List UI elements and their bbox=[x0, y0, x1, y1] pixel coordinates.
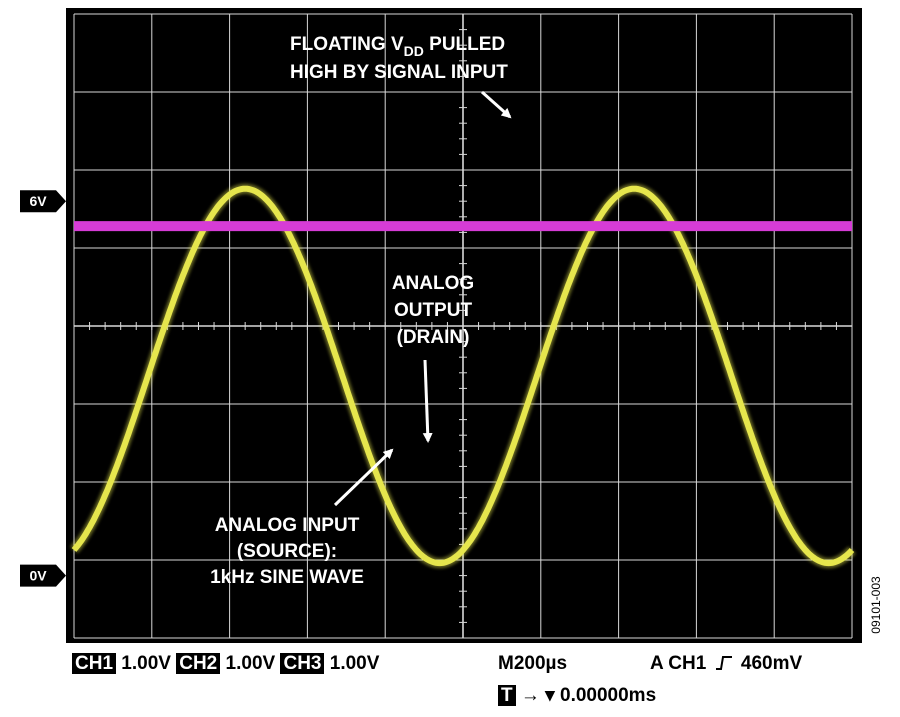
ch2-scale: 1.00V bbox=[225, 653, 276, 674]
output-line3: (DRAIN) bbox=[397, 327, 470, 348]
ch2-tag: CH2 bbox=[176, 653, 221, 674]
output-annotation: ANALOG OUTPUT (DRAIN) bbox=[392, 273, 474, 443]
input-line1: ANALOG INPUT bbox=[215, 515, 360, 536]
floating-arrow bbox=[481, 90, 512, 119]
level-marker: 0V bbox=[20, 564, 66, 587]
input-annotation: ANALOG INPUT (SOURCE): 1kHz SINE WAVE bbox=[210, 448, 394, 588]
figure-id-text: 09101-003 bbox=[869, 576, 883, 634]
output-line2: OUTPUT bbox=[394, 300, 473, 321]
ch1-tag: CH1 bbox=[72, 653, 117, 674]
trigger-readout: A CH1 460mV bbox=[650, 653, 802, 675]
marker-label: 6V bbox=[29, 193, 47, 209]
level-marker: 6V bbox=[20, 190, 66, 213]
traces bbox=[70, 183, 856, 569]
input-arrow bbox=[333, 448, 394, 507]
floating-line2: HIGH BY SIGNAL INPUT bbox=[290, 62, 508, 83]
trigger-level: 460mV bbox=[740, 653, 803, 674]
input-line3: 1kHz SINE WAVE bbox=[210, 567, 364, 588]
output-line1: ANALOG bbox=[392, 273, 474, 294]
ch1-scale: 1.00V bbox=[121, 653, 171, 674]
status-bar: CH1 1.00V CH2 1.00V CH3 1.00V bbox=[72, 653, 379, 675]
trigger-time: 0.00000ms bbox=[560, 685, 657, 706]
trigger-position: T → ▾ 0.00000ms bbox=[498, 684, 656, 707]
marker-tag bbox=[20, 564, 66, 587]
floating-annotation: FLOATING VDD PULLED HIGH BY SIGNAL INPUT bbox=[290, 34, 512, 119]
floating-line1: FLOATING V bbox=[290, 34, 404, 55]
trigger-t-tag: T bbox=[498, 685, 516, 706]
output-arrow bbox=[422, 359, 433, 443]
svg-text:FLOATING VDD PULLED: FLOATING VDD PULLED bbox=[290, 34, 505, 59]
timebase-readout: M200µs bbox=[498, 653, 568, 674]
ch3-scale: 1.00V bbox=[329, 653, 380, 674]
floating-line1b: PULLED bbox=[424, 34, 505, 55]
level-markers: 6V 0V bbox=[20, 190, 66, 587]
trigger-source: A CH1 bbox=[650, 653, 707, 674]
rising-edge-icon bbox=[715, 654, 733, 670]
floating-subscript: DD bbox=[404, 43, 424, 59]
input-line2: (SOURCE): bbox=[237, 541, 337, 562]
graticule bbox=[73, 13, 853, 639]
figure-id: 09101-003 bbox=[866, 560, 886, 650]
marker-label: 0V bbox=[29, 568, 47, 584]
ch3-tag: CH3 bbox=[280, 653, 325, 674]
marker-tag bbox=[20, 190, 66, 213]
arrow-right-icon: → ▾ bbox=[520, 685, 555, 706]
